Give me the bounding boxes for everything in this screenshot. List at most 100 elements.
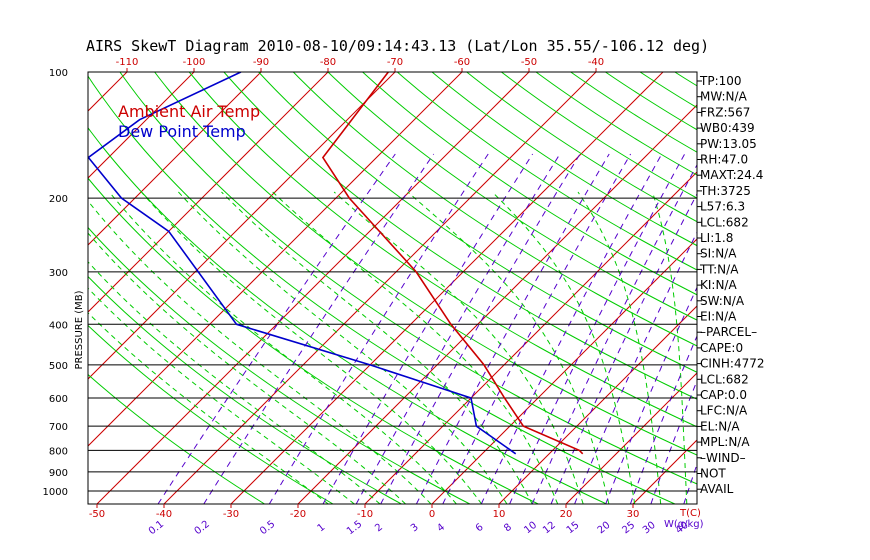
moist-adiabat-line — [652, 191, 688, 504]
mixing-ratio-line — [509, 153, 686, 504]
mixing-ratio-line — [605, 286, 697, 504]
moist-adiabat-line — [88, 232, 406, 504]
stability-index-item: –WIND– — [700, 451, 746, 465]
mixing-ratio-tick-label: 8 — [502, 522, 514, 535]
dry-adiabat-line — [88, 324, 334, 504]
dew-point-temp-line — [88, 72, 517, 455]
pressure-tick-label: 400 — [49, 320, 68, 331]
stability-index-item: SI:N/A — [700, 247, 737, 261]
stability-index-item: CINH:4772 — [700, 357, 765, 371]
mixing-ratio-line — [322, 153, 534, 504]
mixing-ratio-lines — [157, 153, 697, 504]
dry-adiabat-line — [292, 72, 697, 347]
mixing-ratio-tick-label: 1.5 — [345, 519, 364, 537]
stability-index-item: CAP:0.0 — [700, 388, 747, 402]
moist-adiabat-line — [88, 200, 432, 504]
y-axis-label: PRESSURE (MB) — [74, 290, 85, 369]
isobar-lines — [88, 72, 697, 492]
stability-index-item: AVAIL — [700, 482, 734, 496]
mixing-ratio-axis: 0.1 0.2 0.5 1 1.5 2 3 4 6 8 10 12 15 20 25 30 40 — [147, 519, 691, 537]
dry-adiabat-line — [223, 72, 697, 400]
mixing-ratio-line — [480, 153, 663, 504]
dry-adiabat-line — [501, 72, 697, 199]
top-temp-tick-label: -50 — [521, 57, 537, 68]
pressure-tick-label: 300 — [49, 268, 68, 279]
isotherm-line — [88, 72, 262, 246]
top-temp-tick-label: -90 — [253, 57, 269, 68]
mixing-ratio-tick-label: 15 — [565, 520, 582, 537]
top-temp-tick-label: -40 — [588, 57, 604, 68]
dry-adiabat-line — [88, 373, 265, 504]
bottom-temp-tick-label: -20 — [290, 509, 306, 520]
mixing-ratio-tick-label: 2 — [373, 522, 385, 535]
isotherm-line — [163, 72, 597, 504]
moist-adiabat-lines — [88, 191, 688, 504]
bottom-temp-tick-label: 30 — [627, 509, 640, 520]
pressure-tick-label: 200 — [49, 194, 68, 205]
stability-index-item: TP:100 — [699, 74, 742, 88]
stability-index-item: –PARCEL– — [700, 325, 757, 339]
temperature-unit-label: T(C) — [679, 508, 701, 519]
pressure-tick-label: 100 — [49, 68, 68, 79]
stability-index-item: NOT — [700, 467, 726, 481]
stability-index-item: LFC:N/A — [700, 404, 748, 418]
pressure-axis: 100 200 300 400 500 600 700 800 900 1000 — [43, 68, 68, 498]
moist-adiabat-line — [141, 191, 483, 504]
dry-adiabat-line — [396, 72, 697, 271]
moist-adiabat-line — [407, 191, 610, 504]
pressure-tick-label: 1000 — [43, 487, 68, 498]
top-temp-tick-label: -60 — [454, 57, 470, 68]
isotherm-line — [0, 72, 60, 504]
moist-adiabat-line — [88, 312, 329, 504]
top-temp-tick-label: -100 — [183, 57, 206, 68]
pressure-tick-label: 600 — [49, 394, 68, 405]
top-temp-tick-label: -70 — [387, 57, 403, 68]
stability-index-item: LCL:682 — [700, 372, 749, 386]
mixing-ratio-tick-label: 6 — [474, 522, 486, 535]
stability-index-item: MPL:N/A — [700, 435, 750, 449]
bottom-temp-tick-label: -50 — [89, 509, 105, 520]
mixing-ratio-tick-label: 10 — [522, 520, 539, 537]
moist-adiabat-line — [108, 191, 457, 504]
stability-index-item: EI:N/A — [700, 310, 737, 324]
isotherm-line — [565, 372, 697, 504]
isotherm-line — [767, 72, 870, 504]
mixing-ratio-line — [550, 192, 697, 504]
top-temperature-axis: -110 -100 -90 -80 -70 -60 -50 -40 — [116, 57, 604, 72]
isotherm-line — [230, 72, 664, 504]
stability-index-item: LCL:682 — [700, 215, 749, 229]
bottom-temp-tick-label: -30 — [223, 509, 239, 520]
top-temp-tick-label: -80 — [320, 57, 336, 68]
legend-dew-point-temp: Dew Point Temp — [118, 122, 246, 141]
pressure-tick-label: 800 — [49, 446, 68, 457]
mixing-ratio-line — [574, 231, 697, 504]
pressure-tick-label: 900 — [49, 468, 68, 479]
legend-ambient-air-temp: Ambient Air Temp — [118, 102, 260, 121]
dry-adiabat-line — [88, 177, 539, 504]
mixing-ratio-tick-label: 0.1 — [147, 519, 166, 537]
stability-index-item: WB0:439 — [700, 121, 755, 135]
mixing-ratio-line — [380, 153, 581, 504]
mixing-ratio-line — [157, 153, 396, 504]
mixing-ratio-tick-label: 30 — [641, 520, 658, 537]
dry-adiabat-line — [535, 72, 697, 176]
sounding-series — [88, 72, 584, 455]
moist-adiabat-line — [333, 191, 584, 504]
pressure-tick-label: 700 — [49, 422, 68, 433]
stability-index-item: MW:N/A — [700, 90, 748, 104]
bottom-temp-tick-label: 0 — [429, 509, 435, 520]
mixing-ratio-line — [355, 153, 561, 504]
stability-index-item: LI:1.8 — [700, 231, 733, 245]
dry-adiabat-line — [88, 127, 607, 504]
mixing-ratio-line — [415, 153, 610, 504]
isotherm-line — [88, 72, 195, 179]
mixing-ratio-line — [268, 153, 489, 504]
dry-adiabat-line — [88, 75, 676, 504]
isotherm-line — [498, 305, 697, 504]
isotherm-line — [431, 238, 697, 504]
mixing-ratio-tick-label: 0.5 — [258, 519, 277, 537]
isotherm-line — [88, 72, 396, 380]
moist-adiabat-line — [178, 191, 508, 504]
plot-border — [87, 71, 698, 505]
